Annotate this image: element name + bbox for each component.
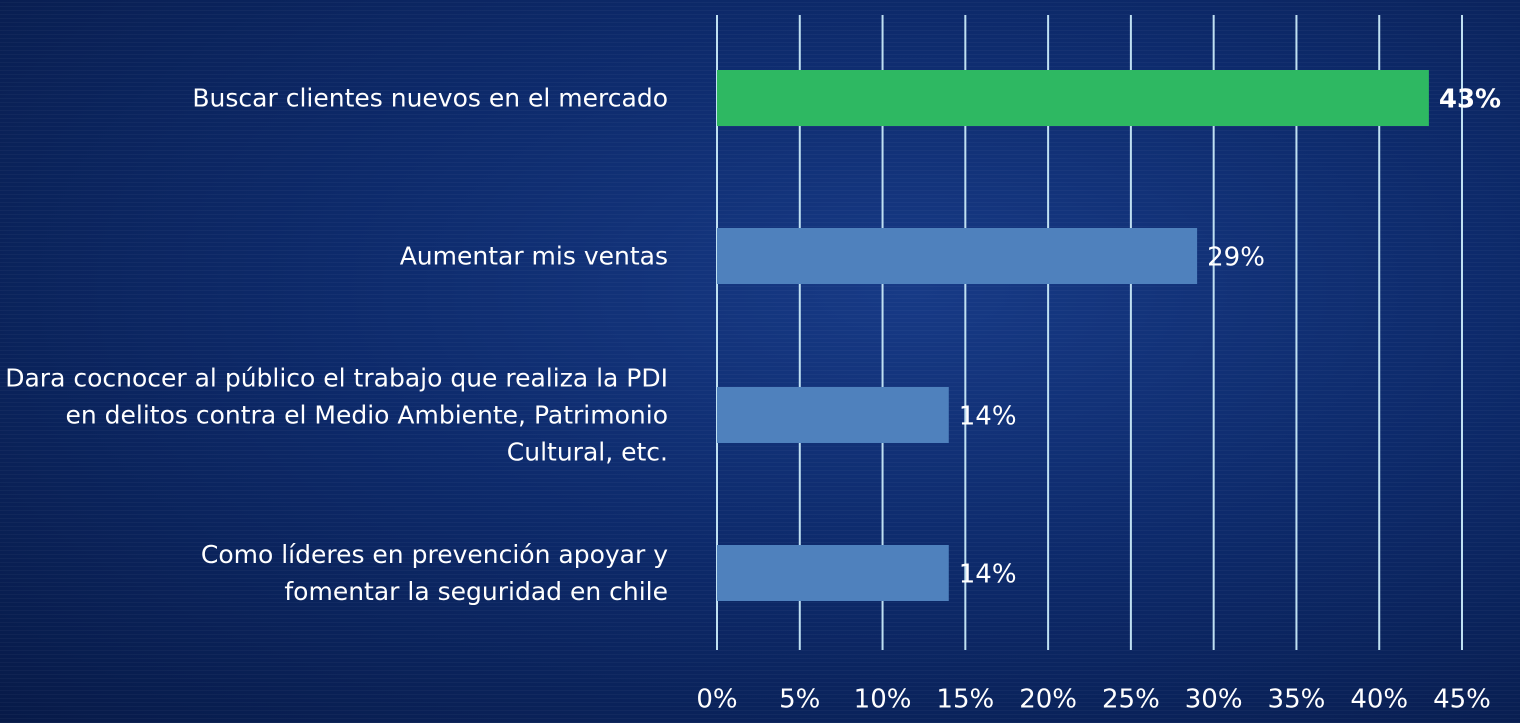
value-label: 14% <box>959 560 1017 590</box>
category-label: Aumentar mis ventas <box>399 241 668 271</box>
bar <box>717 387 949 443</box>
x-tick-label: 30% <box>1185 685 1243 715</box>
category-label: Como líderes en prevención apoyar y fome… <box>200 540 668 606</box>
value-label: 14% <box>959 402 1017 432</box>
bar <box>717 228 1198 284</box>
category-label: Dara cocnocer al público el trabajo que … <box>5 363 668 467</box>
x-tick-label: 0% <box>696 685 737 715</box>
x-tick-label: 45% <box>1433 685 1491 715</box>
x-tick-label: 15% <box>936 685 994 715</box>
x-tick-label: 25% <box>1102 685 1160 715</box>
bar <box>717 70 1429 126</box>
category-label: Buscar clientes nuevos en el mercado <box>192 83 668 113</box>
value-label: 43% <box>1439 85 1501 115</box>
x-tick-label: 35% <box>1268 685 1326 715</box>
x-tick-label: 10% <box>854 685 912 715</box>
x-tick-label: 40% <box>1350 685 1408 715</box>
bar <box>717 545 949 601</box>
x-tick-label: 5% <box>779 685 820 715</box>
x-tick-label: 20% <box>1019 685 1077 715</box>
value-label: 29% <box>1207 243 1265 273</box>
